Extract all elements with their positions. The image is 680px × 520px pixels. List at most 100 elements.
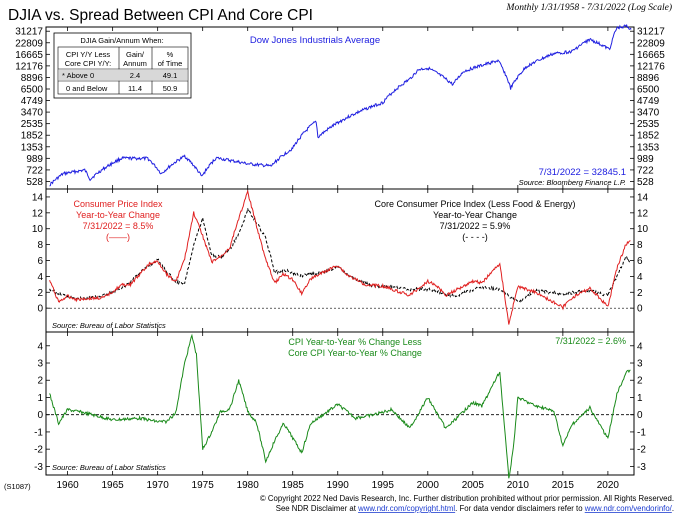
x-tick-label: 2005 — [462, 480, 485, 491]
cpi-ticks: 0 0 2 2 4 4 6 6 8 8 10 10 12 12 14 14 — [32, 192, 649, 314]
djia-y-tick-label-right: 4749 — [637, 96, 660, 107]
djia-annotation: 7/31/2022 = 32845.1 — [539, 167, 626, 178]
x-tick-label: 1980 — [237, 480, 260, 491]
cpi-y-tick-label-right: 12 — [637, 208, 649, 219]
spread-ticks: -3 -3 -2 -2 -1 -1 0 0 1 1 2 2 3 3 4 4 — [34, 341, 646, 473]
djia-y-tick-label-right: 31217 — [637, 27, 665, 38]
djia-y-tick-label-right: 12176 — [637, 61, 665, 72]
djia-y-tick-label-left: 12176 — [15, 61, 43, 72]
djia-y-tick-label-left: 16665 — [15, 50, 43, 61]
spread-annotation: 7/31/2022 = 2.6% — [555, 336, 626, 346]
cpi-y-tick-label-right: 14 — [637, 192, 649, 203]
cpi-y-tick-label-left: 0 — [37, 304, 43, 315]
spread-y-tick-label-right: -3 — [637, 462, 646, 473]
djia-y-tick-label-left: 4749 — [21, 96, 44, 107]
x-tick-label: 1975 — [192, 480, 215, 491]
x-tick-label: 2020 — [597, 480, 620, 491]
djia-y-tick-label-left: 3470 — [21, 108, 44, 119]
x-tick-label: 1985 — [282, 480, 305, 491]
core-annotation: Core Consumer Price Index (Less Food & E… — [374, 199, 575, 242]
stats-table-title: DJIA Gain/Annum When: — [80, 36, 163, 45]
spread-y-tick-label-left: -1 — [34, 427, 43, 438]
cpi-y-tick-label-right: 4 — [637, 272, 643, 283]
djia-y-tick-label-left: 1353 — [21, 142, 44, 153]
djia-y-tick-label-right: 6500 — [637, 84, 660, 95]
table-row-1-gain: 11.4 — [128, 84, 142, 93]
djia-y-tick-label-right: 16665 — [637, 50, 665, 61]
table-col-header-0: CPI Y/Y Less Core CPI Y/Y: — [65, 50, 112, 68]
footer-copyright: © Copyright 2022 Ned Davis Research, Inc… — [260, 494, 674, 503]
cpi-y-tick-label-left: 4 — [37, 272, 43, 283]
spread-y-tick-label-left: 2 — [37, 376, 43, 387]
x-tick-label: 2000 — [417, 480, 440, 491]
spread-y-tick-label-left: -3 — [34, 462, 43, 473]
spread-y-tick-label-left: 0 — [37, 410, 43, 421]
series-line-spread — [49, 333, 631, 479]
djia-source: Source: Bloomberg Finance L.P. — [519, 178, 626, 187]
table-row-0-gain: 2.4 — [130, 71, 140, 80]
cpi-y-tick-label-left: 10 — [32, 224, 44, 235]
x-tick-label: 1960 — [56, 480, 79, 491]
spread-y-tick-label-right: 1 — [637, 393, 643, 404]
djia-y-tick-label-left: 528 — [26, 177, 43, 188]
x-tick-label: 1970 — [147, 480, 170, 491]
copyright-link[interactable]: www.ndr.com/copyright.html — [357, 504, 455, 513]
spread-y-tick-label-right: -1 — [637, 427, 646, 438]
table-row-0-pct: 49.1 — [163, 71, 178, 80]
footer-code: (S1087) — [4, 482, 31, 491]
series-line-cpi — [49, 189, 631, 325]
cpi-y-tick-label-right: 8 — [637, 240, 643, 251]
spread-y-tick-label-right: 3 — [637, 359, 643, 370]
djia-y-tick-label-left: 6500 — [21, 84, 44, 95]
cpi-source: Source: Bureau of Labor Statistics — [52, 321, 166, 330]
table-col-header-1: Gain/Annum — [123, 50, 147, 68]
djia-y-tick-label-left: 31217 — [15, 27, 43, 38]
stats-table: DJIA Gain/Annum When: CPI Y/Y Less Core C… — [53, 32, 192, 99]
table-row-1-label: 0 and Below — [66, 84, 108, 93]
spread-y-tick-label-right: 0 — [637, 410, 643, 421]
table-col-header-2: % of Time — [158, 50, 183, 68]
cpi-y-tick-label-right: 2 — [637, 288, 643, 299]
cpi-y-tick-label-left: 6 — [37, 256, 43, 267]
x-tick-label: 1990 — [327, 480, 350, 491]
cpi-y-tick-label-left: 2 — [37, 288, 43, 299]
cpi-y-tick-label-right: 6 — [637, 256, 643, 267]
spread-source: Source: Bureau of Labor Statistics — [52, 463, 166, 472]
spread-y-tick-label-right: 2 — [637, 376, 643, 387]
djia-y-tick-label-right: 1353 — [637, 142, 660, 153]
cpi-y-tick-label-right: 0 — [637, 304, 643, 315]
chart-subtitle: Monthly 1/31/1958 - 7/31/2022 (Log Scale… — [506, 2, 672, 13]
x-tick-label: 2015 — [552, 480, 575, 491]
spread-y-tick-label-left: -2 — [34, 445, 43, 456]
chart-title: DJIA vs. Spread Between CPI And Core CPI — [8, 7, 313, 24]
djia-y-tick-label-left: 2535 — [21, 119, 44, 130]
x-tick-label: 2010 — [507, 480, 530, 491]
djia-series-title: Dow Jones Industrials Average — [250, 35, 380, 46]
djia-y-tick-label-left: 722 — [26, 165, 43, 176]
cpi-annotation: Consumer Price Index Year-to-Year Change 7… — [73, 199, 163, 242]
spread-y-tick-label-left: 4 — [37, 341, 43, 352]
cpi-y-tick-label-left: 14 — [32, 192, 44, 203]
spread-y-tick-label-left: 1 — [37, 393, 43, 404]
djia-y-tick-label-left: 989 — [26, 154, 43, 165]
djia-y-tick-label-right: 528 — [637, 177, 654, 188]
djia-y-tick-label-left: 1852 — [21, 131, 44, 142]
cpi-y-tick-label-left: 12 — [32, 208, 44, 219]
x-tick-label: 1995 — [372, 480, 395, 491]
x-tick-label: 1965 — [102, 480, 125, 491]
djia-y-tick-label-left: 8896 — [21, 73, 44, 84]
table-row-1-pct: 50.9 — [163, 84, 178, 93]
panel-spread — [45, 331, 635, 476]
djia-y-tick-label-right: 2535 — [637, 119, 660, 130]
spread-y-tick-label-left: 3 — [37, 359, 43, 370]
table-row-0-label: * Above 0 — [62, 71, 94, 80]
footer-disclaimer: See NDR Disclaimer at www.ndr.com/copyri… — [276, 504, 674, 513]
djia-y-tick-label-right: 989 — [637, 154, 654, 165]
spread-y-tick-label-right: 4 — [637, 341, 643, 352]
djia-y-tick-label-right: 722 — [637, 165, 654, 176]
series-line-djia — [49, 23, 632, 187]
vendorinfo-link[interactable]: www.ndr.com/vendorinfo/ — [584, 504, 673, 513]
x-axis-ticks: 1960 1965 1970 1975 1980 1985 1990 1995 2000 2005… — [56, 27, 619, 491]
